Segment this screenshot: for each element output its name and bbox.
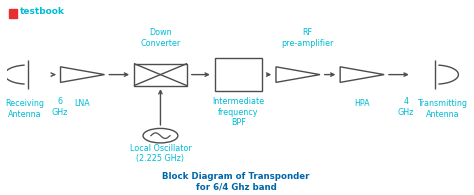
Text: RF
pre-amplifier: RF pre-amplifier [281,28,333,48]
Bar [134,64,187,86]
Text: Receiving
Antenna: Receiving Antenna [6,99,45,119]
Text: Block Diagram of Transponder
for 6/4 Ghz band: Block Diagram of Transponder for 6/4 Ghz… [162,172,310,191]
Text: Intermediate
frequency
BPF: Intermediate frequency BPF [212,98,264,127]
Text: HPA: HPA [355,99,370,108]
Text: 4
GHz: 4 GHz [398,98,414,117]
Text: LNA: LNA [74,99,91,108]
Text: Down
Converter: Down Converter [140,28,181,48]
Text: Transmitting
Antenna: Transmitting Antenna [418,99,467,119]
Text: Local Oscillator
(2.225 GHz): Local Oscillator (2.225 GHz) [129,144,191,163]
Text: 6
GHz: 6 GHz [51,98,68,117]
Bar [215,58,262,91]
Text: testbook: testbook [20,7,64,16]
Bar [9,9,18,18]
